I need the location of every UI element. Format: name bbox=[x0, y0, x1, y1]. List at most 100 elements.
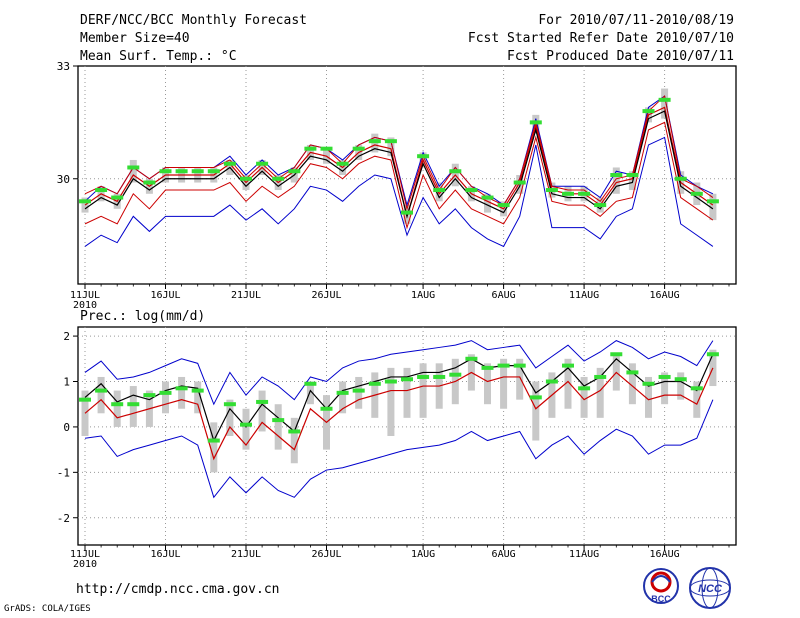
temperature-member-box bbox=[661, 88, 669, 119]
precipitation-xtick-label: 11AUG bbox=[569, 549, 599, 560]
temperature-obs-marker bbox=[545, 188, 558, 193]
precipitation-member-box bbox=[532, 381, 540, 441]
ncc-logo: NCC bbox=[689, 567, 731, 609]
precipitation-member-box bbox=[129, 386, 137, 427]
precipitation-member-box bbox=[226, 399, 234, 436]
precipitation-xtick-label: 16AUG bbox=[650, 549, 680, 560]
source-url[interactable]: http://cmdp.ncc.cma.gov.cn bbox=[76, 582, 280, 597]
precipitation-xtick-label: 21JUL bbox=[231, 549, 261, 560]
precipitation-obs-marker bbox=[384, 379, 397, 384]
precipitation-obs-marker bbox=[497, 363, 510, 368]
precipitation-member-box bbox=[403, 367, 411, 418]
temperature-obs-marker bbox=[223, 161, 236, 166]
precipitation-member-box bbox=[645, 376, 652, 418]
precipitation-obs-marker bbox=[223, 402, 236, 407]
precipitation-xtick-label: 1AUG bbox=[411, 549, 435, 560]
temperature-obs-marker bbox=[658, 97, 671, 102]
temperature-obs-marker bbox=[465, 188, 478, 193]
precipitation-member-box bbox=[677, 372, 685, 400]
precipitation-xtick-label: 26JUL bbox=[311, 549, 341, 560]
precipitation-upper-spread-line bbox=[84, 340, 714, 406]
temperature-obs-marker bbox=[610, 173, 623, 177]
precipitation-member-box bbox=[355, 376, 363, 409]
temperature-obs-marker bbox=[159, 169, 172, 174]
temperature-xtick-label: 26JUL bbox=[311, 290, 341, 301]
temperature-obs-marker bbox=[706, 199, 719, 204]
temperature-obs-marker bbox=[368, 139, 381, 144]
temperature-obs-marker bbox=[272, 176, 285, 181]
chart-title: DERF/NCC/BCC Monthly Forecast bbox=[80, 13, 307, 28]
precipitation-member-box bbox=[274, 404, 282, 450]
temperature-obs-marker bbox=[191, 169, 204, 174]
precipitation-obs-marker bbox=[207, 438, 220, 443]
precipitation-member-box bbox=[387, 367, 395, 436]
precipitation-median-line bbox=[84, 367, 714, 461]
temperature-obs-marker bbox=[578, 191, 591, 196]
temperature-obs-marker bbox=[642, 109, 655, 114]
temperature-mean-line bbox=[84, 110, 714, 219]
precipitation-obs-marker bbox=[240, 422, 252, 427]
precipitation-member-box bbox=[628, 363, 636, 405]
precipitation-member-box bbox=[162, 381, 169, 414]
precipitation-obs-marker bbox=[706, 352, 719, 357]
bcc-logo: BCC bbox=[643, 568, 679, 604]
temperature-obs-marker bbox=[288, 169, 301, 174]
precipitation-obs-marker bbox=[578, 386, 591, 391]
temperature-ytick-label: 33 bbox=[57, 60, 70, 73]
temperature-obs-marker bbox=[481, 195, 494, 200]
precipitation-obs-marker bbox=[674, 377, 687, 382]
precipitation-member-box bbox=[693, 381, 701, 418]
temperature-obs-marker bbox=[417, 154, 430, 159]
precipitation-obs-marker bbox=[272, 418, 285, 423]
precipitation-obs-marker bbox=[481, 365, 494, 370]
precipitation-obs-marker bbox=[513, 363, 526, 368]
precipitation-xtick-label: 2010 bbox=[73, 559, 97, 570]
temperature-xtick-label: 11AUG bbox=[569, 290, 599, 301]
temperature-obs-marker bbox=[529, 120, 542, 125]
precipitation-obs-marker bbox=[79, 397, 91, 402]
precipitation-member-box bbox=[242, 408, 250, 450]
precipitation-member-box bbox=[484, 363, 491, 405]
temperature-xtick-label: 16AUG bbox=[650, 290, 680, 301]
temperature-obs-marker bbox=[127, 165, 140, 170]
precipitation-frame bbox=[77, 326, 737, 546]
temperature-member-box bbox=[129, 159, 137, 183]
precipitation-obs-marker bbox=[562, 363, 574, 368]
temperature-obs-marker bbox=[175, 169, 188, 174]
refer-date: Fcst Started Refer Date 2010/07/10 bbox=[467, 31, 734, 46]
temperature-obs-marker bbox=[513, 180, 526, 185]
precipitation-obs-marker bbox=[304, 381, 317, 386]
temperature-obs-marker bbox=[690, 191, 703, 196]
bcc-logo-text: BCC bbox=[651, 594, 671, 604]
precipitation-obs-marker bbox=[368, 381, 381, 386]
precipitation-obs-marker bbox=[401, 377, 413, 382]
precipitation-obs-marker bbox=[256, 399, 269, 404]
precipitation-member-box bbox=[516, 358, 524, 400]
precipitation-member-box bbox=[339, 381, 347, 414]
precipitation-obs-marker bbox=[320, 406, 333, 411]
temperature-obs-marker bbox=[594, 203, 607, 208]
precipitation-obs-marker bbox=[626, 370, 639, 375]
temperature-xtick-label: 11JUL bbox=[70, 290, 100, 301]
grads-credit: GrADS: COLA/IGES bbox=[4, 604, 91, 614]
precipitation-ytick-label: 0 bbox=[63, 421, 70, 434]
precipitation-obs-marker bbox=[465, 356, 478, 361]
precipitation-mean-line bbox=[84, 354, 714, 443]
precipitation-member-box bbox=[178, 376, 186, 409]
precipitation-member-box bbox=[564, 358, 572, 409]
precipitation-obs-marker bbox=[449, 372, 462, 377]
temperature-member-box bbox=[387, 137, 395, 157]
precipitation-member-box bbox=[258, 390, 266, 432]
precipitation-obs-marker bbox=[545, 379, 558, 384]
temperature-lower-band-line bbox=[84, 121, 714, 230]
temperature-xtick-label: 1AUG bbox=[411, 290, 435, 301]
produced-date: Fcst Produced Date 2010/07/11 bbox=[507, 49, 734, 64]
temperature-member-box bbox=[612, 167, 620, 194]
precipitation-member-box bbox=[210, 422, 218, 473]
precipitation-member-box bbox=[580, 376, 588, 418]
precipitation-ytick-label: -1 bbox=[57, 466, 70, 479]
precipitation-ytick-label: -2 bbox=[57, 512, 70, 525]
precipitation-obs-marker bbox=[288, 429, 301, 434]
temperature-xtick-label: 6AUG bbox=[492, 290, 516, 301]
